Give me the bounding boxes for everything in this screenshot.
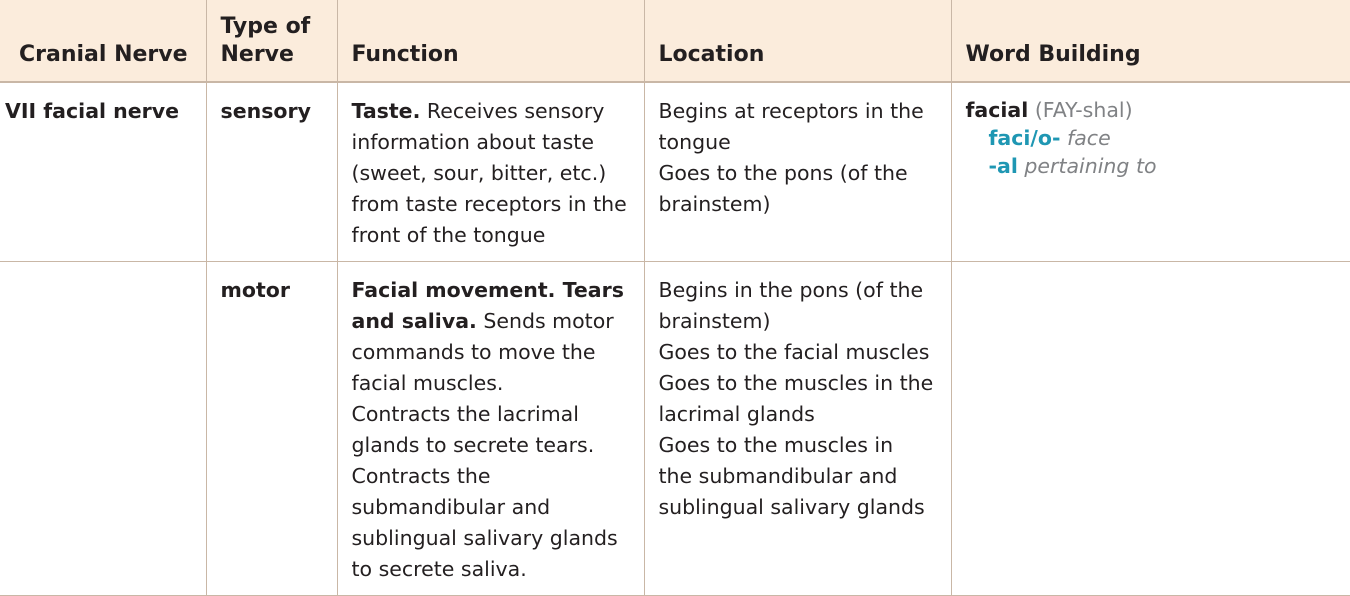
function-line: from taste receptors in the [351, 192, 627, 216]
word-part-root: -al [988, 154, 1018, 178]
location-line: Goes to the facial muscles [658, 340, 930, 364]
cell-nerve-type: sensory [205, 82, 337, 262]
header-function: Function [336, 0, 644, 83]
cell-location: Begins at receptors in the tongue Goes t… [643, 82, 951, 262]
function-title: Taste. [351, 99, 421, 123]
cell-word-building-empty [950, 261, 1350, 596]
function-line: Contracts the [351, 464, 491, 488]
location-line: sublingual salivary glands [658, 495, 925, 519]
header-row: Cranial Nerve Type of Nerve Function Loc… [0, 0, 1350, 83]
word-part-meaning: face [1060, 126, 1111, 150]
word-building-entry: facial (FAY-shal) [966, 96, 1337, 124]
function-title: and saliva. [351, 309, 477, 333]
function-line: Taste. Receives sensory [352, 96, 630, 127]
header-word-building: Word Building [950, 0, 1350, 83]
function-line: and saliva. Sends motor [352, 306, 630, 337]
cell-cranial-nerve [0, 261, 206, 596]
cell-nerve-type: motor [205, 261, 337, 596]
word-part: faci/o- face [966, 124, 1337, 152]
cell-function: Taste. Receives sensory information abou… [336, 82, 644, 262]
header-type-of-nerve: Type of Nerve [205, 0, 337, 83]
word-part: -al pertaining to [966, 152, 1337, 180]
function-text: Sends motor [476, 309, 614, 333]
function-line: submandibular and [351, 495, 551, 519]
location-line: Goes to the muscles in [658, 433, 894, 457]
function-line: facial muscles. [351, 371, 504, 395]
cell-word-building: facial (FAY-shal) faci/o- face -al perta… [950, 82, 1350, 262]
location-line: Goes to the muscles in the [658, 371, 934, 395]
table-row-sensory: VII facial nerve sensory Taste. Receives… [0, 82, 1350, 262]
location-line: brainstem) [658, 192, 771, 216]
function-title-line: Facial movement. Tears [351, 278, 624, 302]
table-row-motor: motor Facial movement. Tears and saliva.… [0, 261, 1350, 596]
table-header: Cranial Nerve Type of Nerve Function Loc… [0, 0, 1350, 83]
location-line: tongue [658, 130, 731, 154]
header-type-line1: Type of [220, 14, 311, 39]
word-part-meaning: pertaining to [1017, 154, 1157, 178]
location-line: Begins in the pons (of the [658, 278, 924, 302]
function-line: Contracts the lacrimal [351, 402, 579, 426]
function-text: Receives sensory [420, 99, 605, 123]
header-cranial-nerve: Cranial Nerve [0, 0, 206, 83]
header-type-line2: Nerve [220, 42, 294, 67]
header-location: Location [643, 0, 951, 83]
function-line: commands to move the [351, 340, 596, 364]
function-line: glands to secrete tears. [351, 433, 595, 457]
function-line: information about taste [351, 130, 594, 154]
function-line: front of the tongue [351, 223, 546, 247]
function-line: sublingual salivary glands [351, 526, 618, 550]
word-building-term: facial [965, 98, 1029, 122]
word-part-root: faci/o- [988, 126, 1061, 150]
location-line: lacrimal glands [658, 402, 815, 426]
cell-cranial-nerve: VII facial nerve [0, 82, 206, 262]
location-line: Goes to the pons (of the [658, 161, 908, 185]
function-line: to secrete saliva. [351, 557, 527, 581]
location-line: brainstem) [658, 309, 771, 333]
cell-function: Facial movement. Tears and saliva. Sends… [336, 261, 644, 596]
function-line: (sweet, sour, bitter, etc.) [351, 161, 607, 185]
cell-location: Begins in the pons (of the brainstem) Go… [643, 261, 951, 596]
location-line: the submandibular and [658, 464, 898, 488]
location-line: Begins at receptors in the [658, 99, 924, 123]
word-building-pronunciation: (FAY-shal) [1028, 98, 1133, 122]
